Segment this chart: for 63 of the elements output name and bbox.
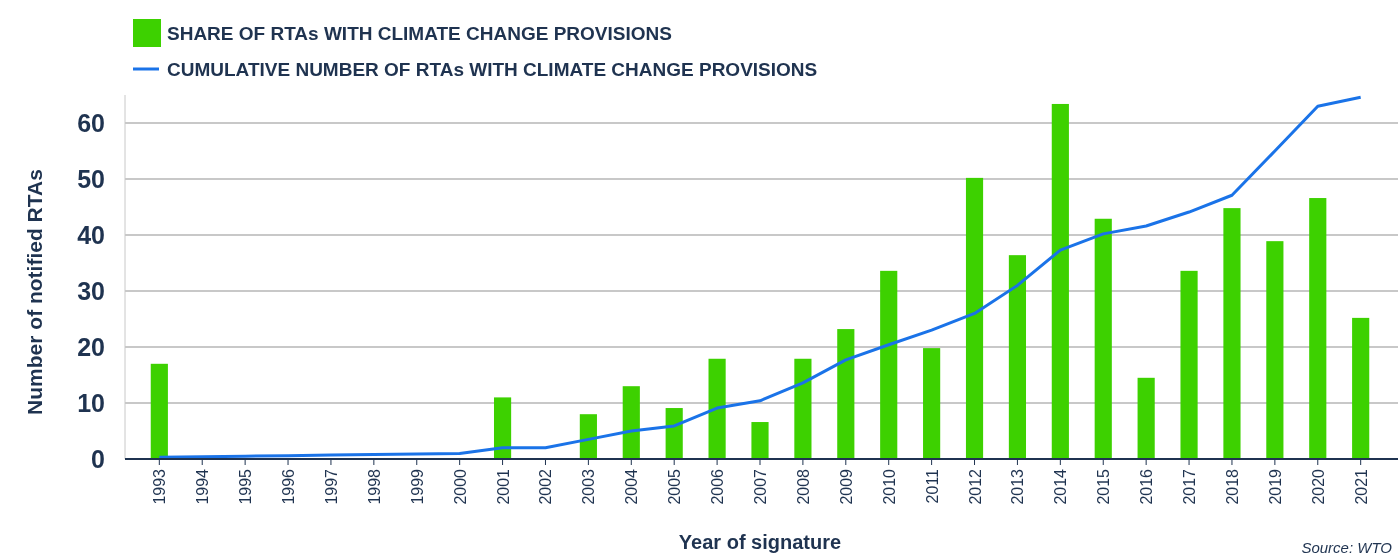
bar — [1137, 377, 1155, 459]
x-axis-title: Year of signature — [678, 531, 842, 553]
x-tick-label: 2012 — [966, 468, 984, 505]
x-tick-label: 2011 — [923, 468, 941, 504]
y-tick-label: 20 — [77, 333, 105, 361]
bar — [493, 397, 512, 459]
x-tick-label: 2003 — [580, 468, 598, 505]
y-axis-title: Number of notified RTAs — [23, 169, 46, 415]
y-tick-label: 60 — [77, 109, 105, 137]
x-tick-label: 2020 — [1309, 468, 1327, 505]
bar — [1266, 241, 1284, 459]
x-tick-label: 2008 — [794, 468, 812, 505]
x-tick-label: 1999 — [408, 468, 426, 505]
x-tick-label: 2002 — [537, 468, 555, 505]
bar — [794, 358, 812, 459]
bar — [1051, 103, 1069, 459]
bar — [150, 363, 168, 459]
x-tick-label: 2007 — [752, 468, 769, 505]
source-note: Source: WTO — [1301, 539, 1393, 556]
bar — [965, 177, 984, 459]
y-tick-label: 30 — [77, 277, 105, 305]
line-series — [157, 95, 1363, 459]
bar — [1309, 198, 1327, 459]
legend-label: SHARE OF RTAs WITH CLIMATE CHANGE PROVISIONS — [167, 23, 672, 44]
x-tick-label: 2009 — [837, 468, 855, 505]
bar — [1008, 255, 1027, 459]
y-tick-label: 40 — [77, 221, 105, 249]
y-tick-label: 0 — [91, 445, 105, 473]
bar — [1094, 218, 1112, 459]
bar — [837, 329, 855, 459]
bar — [708, 358, 726, 459]
x-tick-label: 2013 — [1009, 468, 1027, 505]
x-tick-label: 1993 — [151, 468, 169, 505]
bar — [923, 348, 941, 459]
x-tick-label: 2019 — [1266, 468, 1284, 505]
x-tick-label: 2005 — [666, 468, 684, 505]
x-tick-label: 2017 — [1181, 468, 1199, 505]
x-tick-label: 1994 — [194, 468, 212, 505]
x-tick-label: 2010 — [880, 468, 898, 505]
y-tick-label: 50 — [77, 165, 105, 193]
bar — [1352, 317, 1370, 459]
x-tick-label: 2018 — [1223, 468, 1241, 505]
x-tick-label: 1996 — [280, 468, 298, 505]
x-tick-label: 1998 — [365, 468, 383, 505]
x-tick-label: 2014 — [1052, 468, 1070, 505]
x-tick-label: 2021 — [1352, 468, 1370, 505]
bar — [751, 422, 769, 459]
bar — [622, 386, 640, 459]
x-tick-label: 1997 — [322, 468, 340, 505]
x-tick-label: 2006 — [709, 468, 727, 505]
bar — [1223, 208, 1241, 459]
bar — [1180, 270, 1198, 459]
x-tick-label: 2016 — [1138, 468, 1156, 505]
x-tick-label: 2001 — [494, 468, 512, 505]
x-tick-label: 1995 — [237, 468, 255, 505]
x-tick-label: 2015 — [1095, 468, 1113, 505]
x-tick-label: 2000 — [451, 468, 469, 505]
bar — [880, 270, 898, 459]
y-tick-label: 10 — [77, 389, 105, 417]
bar — [579, 414, 597, 459]
bar — [665, 408, 683, 459]
legend-label: CUMULATIVE NUMBER OF RTAs WITH CLIMATE CHANGE PROVISIONS — [167, 59, 818, 80]
x-tick-label: 2004 — [623, 468, 641, 505]
